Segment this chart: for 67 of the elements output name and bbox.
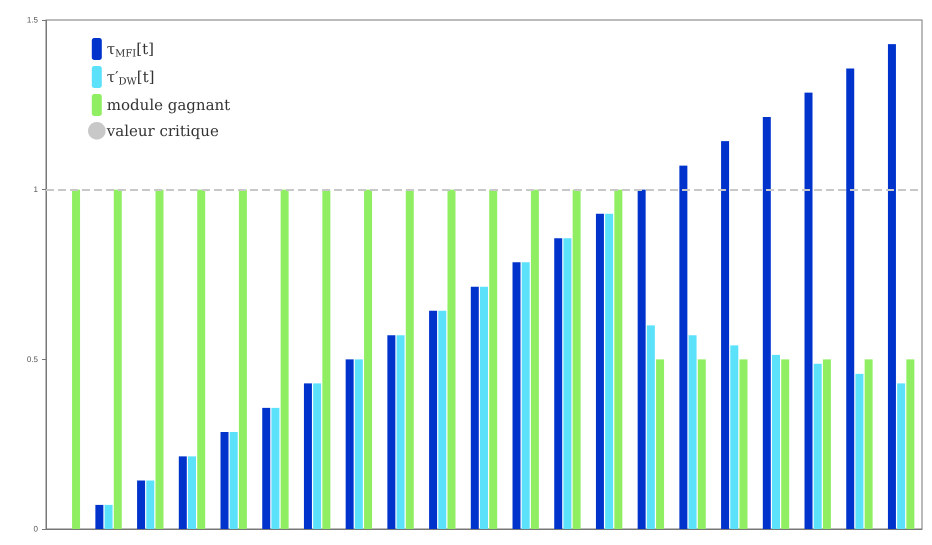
bar [596, 214, 604, 529]
bar [271, 408, 280, 529]
bar [322, 190, 330, 529]
bar [188, 456, 196, 529]
bar [396, 335, 405, 529]
bar [614, 190, 622, 529]
bar [822, 359, 831, 529]
bar [888, 44, 896, 529]
bar [230, 432, 238, 529]
bar [897, 383, 906, 529]
bar [95, 504, 104, 529]
bar [238, 190, 247, 529]
bar [563, 238, 572, 529]
bar [522, 262, 530, 529]
bar [855, 374, 864, 529]
bar [146, 480, 154, 529]
bar [638, 190, 646, 529]
bar [846, 68, 854, 529]
bar [406, 190, 414, 529]
y-tick-label: 1 [34, 185, 39, 194]
y-tick-label: 0 [34, 524, 39, 534]
y-tick-label: 1.5 [26, 16, 39, 24]
bar [906, 359, 914, 529]
bar [104, 504, 113, 529]
bar [721, 141, 730, 529]
bar [804, 92, 813, 529]
bar [155, 190, 164, 529]
bar [346, 359, 354, 529]
bar [698, 359, 706, 529]
bar [480, 286, 488, 529]
bar [387, 335, 396, 529]
bar [646, 325, 655, 529]
bar [762, 117, 771, 529]
bar [656, 359, 664, 529]
bar [280, 190, 289, 529]
bar [114, 190, 122, 529]
bar [354, 359, 363, 529]
bar [438, 310, 446, 529]
bar [730, 345, 738, 529]
bar [137, 480, 146, 529]
bar [814, 364, 822, 529]
y-tick-label: 0.5 [26, 354, 39, 364]
bar [772, 354, 780, 529]
bar [572, 190, 581, 529]
bar [554, 238, 562, 529]
bar [688, 335, 697, 529]
bar [489, 190, 498, 529]
bar [530, 190, 539, 529]
bar [864, 359, 873, 529]
bar [178, 456, 187, 529]
bar [739, 359, 748, 529]
bar [220, 432, 229, 529]
bar [262, 408, 270, 529]
bar [197, 190, 206, 529]
legend-label: module gagnant [106, 96, 230, 114]
legend-label: valeur critique [106, 122, 219, 140]
bar [304, 383, 312, 529]
bar [429, 310, 438, 529]
bar [605, 214, 614, 529]
bar [512, 262, 521, 529]
bar [781, 359, 790, 529]
bar [72, 190, 80, 529]
bar [470, 286, 479, 529]
bar [447, 190, 456, 529]
bar [679, 166, 688, 529]
bar [364, 190, 372, 529]
bar [313, 383, 322, 529]
